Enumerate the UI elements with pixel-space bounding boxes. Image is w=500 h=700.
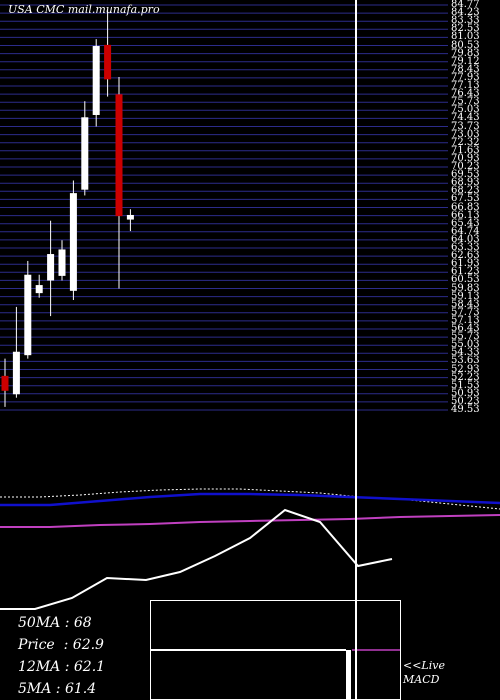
price-tick-label: 64.03 [451, 233, 480, 245]
indicator-panel [0, 488, 500, 610]
price-tick-label: 72.32 [451, 136, 480, 148]
macd-note-label: MACD [403, 673, 440, 686]
price-tick-label: 64.74 [451, 225, 480, 237]
candle-body-up [47, 254, 55, 281]
price-tick-label: 50.93 [451, 387, 480, 399]
price-tick-label: 52.23 [451, 371, 480, 383]
price-tick-label: 68.93 [451, 177, 480, 189]
price-tick-label: 49.53 [451, 404, 480, 415]
price-tick-label: 50.23 [451, 395, 480, 407]
price-tick-label: 79.12 [451, 55, 480, 67]
candle-body-up [92, 46, 100, 115]
site-label: USA CMC mail.munafa.pro [8, 3, 160, 16]
price-tick-label: 62.63 [451, 250, 480, 262]
stat-5ma: 5MA : 61.4 [18, 681, 97, 697]
candle-body-up [12, 351, 20, 395]
price-tick-label: 60.53 [451, 274, 480, 286]
candle-body-up [58, 249, 66, 276]
stats-block: 50MA : 68 Price : 62.9 12MA : 62.1 5MA :… [18, 612, 105, 700]
price-tick-label: 54.33 [451, 347, 480, 359]
price-tick-label: 58.43 [451, 298, 480, 310]
price-tick-label: 59.13 [451, 290, 480, 302]
price-tick-label: 67.53 [451, 193, 480, 205]
price-tick-label: 59.83 [451, 282, 480, 294]
price-axis: 84.77 84.23 83.33 82.53 81.03 80.53 79.83 79.12… [448, 0, 500, 420]
price-tick-label: 56.43 [451, 323, 480, 334]
stat-50ma: 50MA : 68 [18, 615, 92, 631]
price-tick-label: 69.53 [451, 169, 480, 181]
price-tick-label: 73.03 [451, 128, 480, 140]
price-tick-label: 51.53 [451, 379, 480, 391]
price-tick-label: 57.13 [451, 314, 480, 326]
price-tick-label: 63.33 [451, 242, 480, 253]
macd-panel [150, 600, 401, 700]
price-tick-label: 73.73 [451, 120, 480, 132]
price-tick-label: 82.53 [451, 23, 480, 35]
price-tick-label: 79.83 [451, 47, 480, 59]
price-tick-label: 70.23 [451, 161, 480, 172]
white-oscillator-line [0, 508, 393, 610]
dotted-ma-line [0, 488, 500, 510]
candle-body-down [115, 94, 123, 217]
price-tick-label: 84.23 [451, 7, 480, 19]
candle-body-up [35, 285, 43, 294]
price-tick-label: 57.73 [451, 306, 480, 318]
price-tick-label: 61.23 [451, 266, 480, 278]
price-tick-label: 81.03 [451, 31, 480, 43]
price-tick-label: 70.93 [451, 152, 480, 164]
price-tick-label: 53.63 [451, 355, 480, 367]
price-tick-label: 66.13 [451, 209, 480, 221]
price-tick-label: 75.73 [451, 96, 480, 108]
candle-body-up [81, 117, 89, 190]
candle-body-up [24, 274, 32, 356]
price-tick-label: 65.43 [451, 217, 480, 229]
price-tick-label: 74.43 [451, 112, 480, 124]
candlesticks [1, 9, 134, 407]
price-tick-label: 75.03 [451, 104, 480, 116]
stat-12ma: 12MA : 62.1 [18, 659, 106, 675]
stat-price: Price : 62.9 [18, 637, 104, 653]
magenta-ma-line [0, 514, 500, 528]
price-tick-label: 68.23 [451, 185, 480, 197]
price-tick-label: 61.93 [451, 258, 480, 270]
macd-note: <<Live MACD [403, 659, 445, 687]
candle-body-down [1, 375, 9, 391]
price-tick-label: 77.93 [451, 71, 480, 83]
candle-body-down [104, 44, 112, 80]
price-tick-label: 78.43 [451, 63, 480, 75]
blue-ma-line [0, 492, 500, 507]
price-tick-label: 77.13 [451, 80, 480, 91]
price-tick-label: 80.53 [451, 39, 480, 51]
price-tick-label: 52.93 [451, 363, 480, 375]
price-tick-label: 55.73 [451, 331, 480, 343]
price-gridlines [0, 4, 448, 411]
price-tick-label: 71.63 [451, 144, 480, 156]
price-tick-label: 76.43 [451, 88, 480, 100]
macd-note-live: <<Live [403, 659, 445, 672]
price-tick-label: 84.77 [451, 0, 480, 10]
macd-histogram-bar [346, 650, 351, 700]
price-tick-label: 66.83 [451, 201, 480, 213]
price-tick-label: 83.33 [451, 15, 480, 27]
candle-body-up [69, 193, 77, 291]
price-tick-label: 55.03 [451, 339, 480, 351]
candle-body-up [126, 214, 134, 220]
